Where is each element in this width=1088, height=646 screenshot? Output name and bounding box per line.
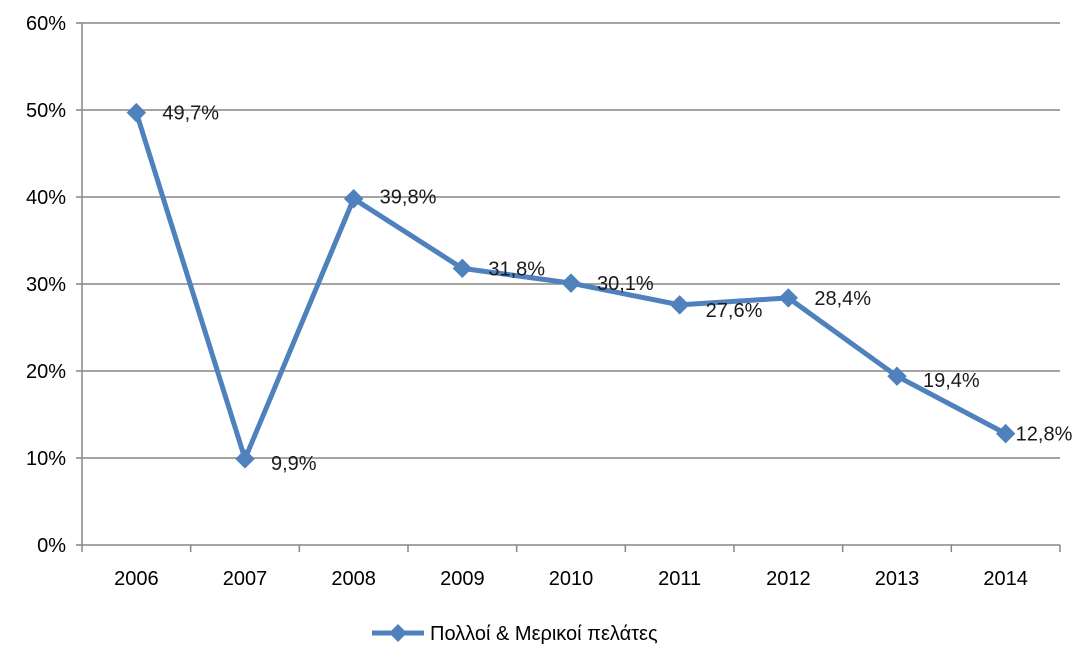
y-tick-labels: 0% 10% 20% 30% 40% 50% 60%: [26, 13, 66, 557]
data-labels: 49,7% 9,9% 39,8% 31,8% 30,1% 27,6% 28,4% 19,4% 1…: [162, 103, 1072, 475]
x-tick-label: 2010: [549, 568, 594, 590]
x-tick-label: 2006: [114, 568, 159, 590]
data-point-marker: [778, 288, 799, 308]
data-label: 30,1%: [597, 273, 654, 295]
data-point-marker: [235, 449, 255, 469]
y-tick-label: 40%: [26, 187, 66, 209]
x-tick-label: 2011: [658, 568, 701, 590]
data-point-marker: [669, 295, 690, 315]
y-tick-label: 30%: [26, 274, 66, 296]
data-label: 31,8%: [488, 258, 545, 280]
x-tick-label: 2008: [331, 568, 376, 590]
data-label: 39,8%: [380, 187, 437, 209]
legend: Πολλοί & Μερικοί πελάτες: [372, 623, 658, 645]
x-tick-label: 2013: [875, 568, 920, 590]
x-tick-label: 2007: [223, 568, 268, 590]
y-tick-label: 60%: [26, 13, 66, 35]
data-point-marker: [561, 273, 581, 293]
data-label: 19,4%: [923, 370, 980, 392]
data-point-marker: [126, 102, 147, 123]
y-tick-label: 20%: [26, 361, 66, 383]
data-label: 9,9%: [271, 453, 317, 475]
data-point-marker: [343, 189, 364, 209]
data-label: 12,8%: [1016, 424, 1073, 446]
legend-marker-swatch: [389, 624, 407, 642]
x-tick-label: 2009: [440, 568, 485, 590]
y-tick-label: 10%: [26, 448, 66, 470]
x-tick-label: 2012: [766, 568, 811, 590]
data-label: 28,4%: [814, 288, 871, 310]
data-point-marker: [995, 423, 1016, 444]
data-point-marker: [887, 366, 907, 386]
y-tick-label: 50%: [26, 100, 66, 122]
legend-label: Πολλοί & Μερικοί πελάτες: [430, 623, 658, 645]
axes: [76, 22, 1061, 552]
data-label: 27,6%: [706, 300, 763, 322]
gridlines: [82, 22, 1060, 459]
y-tick-label: 0%: [37, 535, 66, 557]
data-markers: [126, 102, 1016, 469]
data-label: 49,7%: [162, 103, 219, 125]
x-tick-label: 2014: [983, 568, 1028, 590]
x-tick-labels: 2006 2007 2008 2009 2010 2011 2012 2013 2014: [114, 568, 1028, 590]
data-point-marker: [452, 258, 473, 279]
